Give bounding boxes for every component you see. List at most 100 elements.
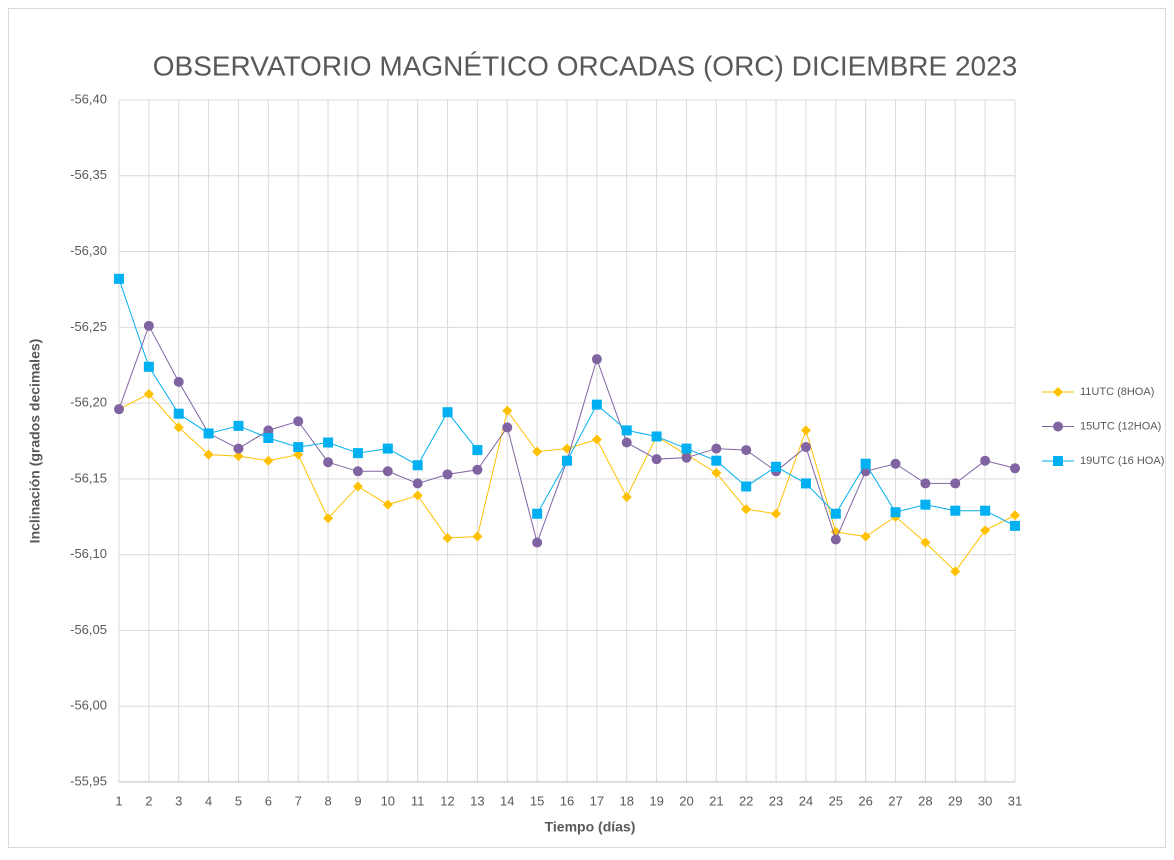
y-tick-label: -55,95 [70, 773, 107, 788]
marker [442, 532, 453, 543]
marker [681, 443, 692, 454]
marker [412, 478, 423, 489]
marker [263, 455, 274, 466]
marker [920, 478, 931, 489]
marker [293, 449, 304, 460]
marker [1010, 463, 1020, 474]
x-tick-label: 20 [679, 793, 693, 808]
x-tick-label: 13 [470, 793, 484, 808]
marker [233, 451, 244, 462]
marker [920, 537, 931, 548]
x-tick-label: 17 [590, 793, 604, 808]
marker [651, 454, 662, 465]
marker [741, 481, 752, 492]
marker [293, 442, 304, 453]
marker [114, 273, 124, 284]
marker [502, 405, 513, 416]
marker [800, 425, 811, 436]
y-tick-label: -56,40 [70, 91, 107, 106]
marker [1010, 520, 1020, 531]
x-tick-label: 15 [530, 793, 544, 808]
x-tick-label: 14 [500, 793, 514, 808]
x-tick-label: 18 [619, 793, 633, 808]
marker [532, 446, 543, 457]
x-tick-label: 11 [411, 793, 425, 808]
marker [741, 504, 752, 515]
marker [472, 464, 483, 475]
x-tick-label: 4 [205, 793, 212, 808]
marker [711, 455, 722, 466]
x-tick-label: 3 [175, 793, 182, 808]
marker [114, 404, 124, 415]
marker [472, 531, 483, 542]
marker [412, 460, 423, 471]
marker [562, 455, 572, 466]
marker [263, 432, 274, 443]
chart-title: OBSERVATORIO MAGNÉTICO ORCADAS (ORC) DIC… [153, 50, 1018, 81]
marker [711, 467, 722, 478]
legend-item: 15UTC (12HOA) [1042, 420, 1161, 432]
marker [860, 458, 871, 469]
legend-label: 15UTC (12HOA) [1080, 420, 1161, 432]
x-tick-label: 1 [115, 793, 122, 808]
marker [950, 566, 961, 577]
y-tick-label: -56,20 [70, 395, 107, 410]
marker [980, 455, 991, 466]
marker [203, 449, 214, 460]
marker [681, 452, 692, 463]
x-tick-label: 2 [145, 793, 152, 808]
marker [950, 505, 961, 516]
marker [800, 478, 811, 489]
marker [472, 445, 483, 456]
marker [890, 458, 901, 469]
x-tick-label: 7 [295, 793, 302, 808]
marker [323, 437, 334, 448]
marker [532, 508, 543, 519]
marker [830, 534, 841, 545]
legend-label: 11UTC (8HOA) [1080, 386, 1154, 398]
marker [532, 537, 543, 548]
marker [771, 508, 782, 519]
marker [771, 461, 782, 472]
marker [382, 499, 393, 510]
y-tick-label: -56,15 [70, 470, 107, 485]
marker [352, 448, 363, 459]
chart-frame [8, 8, 1166, 848]
y-tick-label: -56,05 [70, 622, 107, 637]
marker [263, 425, 274, 436]
y-tick-label: -56,35 [70, 167, 107, 182]
marker [502, 422, 513, 433]
marker [621, 492, 632, 503]
marker [920, 499, 931, 510]
marker [323, 513, 334, 524]
marker [412, 490, 423, 501]
x-tick-label: 12 [440, 793, 454, 808]
marker [233, 443, 244, 454]
legend-label: 19UTC (16 HOA) [1080, 455, 1164, 467]
marker [293, 416, 304, 427]
y-tick-label: -56,25 [70, 319, 107, 334]
marker [591, 434, 602, 445]
y-axis-title: Inclinación (grados decimales) [27, 339, 43, 544]
y-tick-label: -56,10 [70, 546, 107, 561]
marker [621, 437, 632, 448]
x-tick-label: 27 [888, 793, 902, 808]
marker [352, 466, 363, 477]
marker [143, 361, 154, 372]
x-tick-label: 26 [858, 793, 872, 808]
marker [1053, 387, 1063, 397]
legend-item: 11UTC (8HOA) [1042, 386, 1154, 398]
marker [143, 389, 154, 400]
marker [442, 469, 453, 480]
x-tick-label: 25 [829, 793, 843, 808]
marker [1053, 456, 1063, 466]
legend-item: 19UTC (16 HOA) [1042, 455, 1164, 467]
marker [382, 443, 393, 454]
marker [143, 320, 154, 331]
x-tick-label: 8 [324, 793, 331, 808]
marker [830, 508, 841, 519]
x-tick-label: 23 [769, 793, 783, 808]
x-tick-label: 6 [265, 793, 272, 808]
marker [173, 376, 184, 387]
